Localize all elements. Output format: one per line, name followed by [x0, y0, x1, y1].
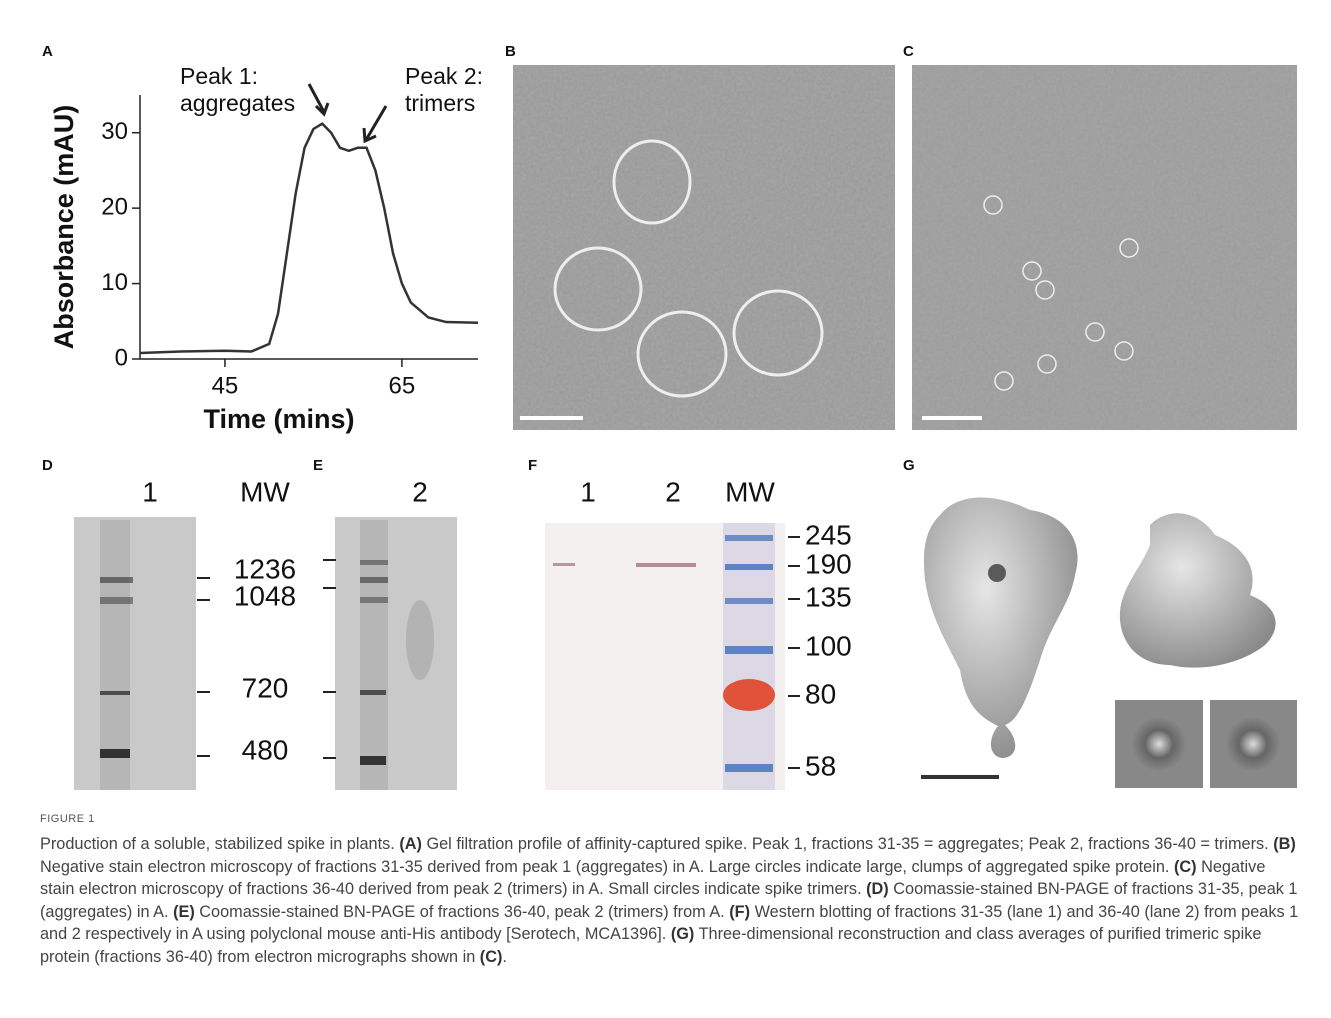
- em-texture: [912, 65, 1297, 430]
- y-tick-label: 10: [101, 269, 128, 296]
- em-texture: [513, 65, 895, 430]
- marker-label: 245: [805, 519, 852, 550]
- class-average-particle: [1131, 716, 1187, 772]
- y-tick-label: 30: [101, 118, 128, 145]
- lane-label: 2: [665, 476, 681, 507]
- panel-label: B: [505, 43, 516, 60]
- marker-label: 80: [805, 678, 836, 709]
- marker-label: 190: [805, 548, 852, 579]
- gel-d: [74, 517, 196, 790]
- figure: A B C D E F G 0 10 20 30 45 65 Time (mins) Absorbance …: [0, 0, 1331, 805]
- caption-text: .: [502, 948, 507, 966]
- figure-label: FIGURE 1: [40, 813, 95, 825]
- gel-bands: [100, 520, 133, 790]
- panel-label: C: [903, 43, 914, 60]
- caption-key: (E): [173, 903, 195, 921]
- y-axis-label: Absorbance (mAU): [49, 105, 79, 350]
- panel-label: E: [313, 457, 323, 474]
- x-tick-label: 45: [212, 372, 239, 399]
- gel-e: [335, 517, 457, 790]
- panel-label: F: [528, 457, 537, 474]
- page: A B C D E F G 0 10 20 30 45 65 Time (mins) Absorbance …: [0, 0, 1331, 1018]
- caption-key: (C): [1174, 858, 1197, 876]
- mw-header: MW: [725, 476, 775, 507]
- caption-key: (G): [671, 925, 695, 943]
- caption-text: Negative stain electron microscopy of fr…: [40, 858, 1169, 876]
- annotation: Peak 2:: [405, 63, 483, 89]
- marker-label: 58: [805, 750, 836, 781]
- marker-label: 720: [242, 672, 289, 703]
- reconstruction-2: [1120, 513, 1276, 667]
- caption: Production of a soluble, stabilized spik…: [40, 833, 1302, 969]
- panel-label: G: [903, 457, 915, 474]
- annotation: trimers: [405, 90, 475, 116]
- marker-label: 100: [805, 630, 852, 661]
- caption-text: Coomassie-stained BN-PAGE of fractions 3…: [199, 903, 724, 921]
- lane-label: 1: [580, 476, 596, 507]
- marker-label: 480: [242, 734, 289, 765]
- lane-label: 1: [142, 476, 158, 507]
- mw-header: MW: [240, 476, 290, 507]
- x-axis-label: Time (mins): [203, 404, 354, 434]
- line: [140, 124, 478, 353]
- y-tick-label: 20: [101, 193, 128, 220]
- caption-text: Gel filtration profile of affinity-captu…: [426, 835, 1268, 853]
- caption-intro: Production of a soluble, stabilized spik…: [40, 835, 395, 853]
- y-tick-label: 0: [115, 344, 128, 371]
- caption-key: (D): [866, 880, 889, 898]
- reconstruction: [924, 498, 1078, 759]
- caption-key: (F): [729, 903, 750, 921]
- lane-label: 2: [412, 476, 428, 507]
- marker-label: 135: [805, 581, 852, 612]
- caption-key: (B): [1273, 835, 1296, 853]
- caption-key: (A): [399, 835, 422, 853]
- panel-label: A: [42, 43, 53, 60]
- arrow: [309, 84, 328, 114]
- marker-label: 1048: [234, 580, 296, 611]
- caption-key: (C): [480, 948, 503, 966]
- reconstruction-hole: [988, 564, 1006, 582]
- panel-label: D: [42, 457, 53, 474]
- annotation: Peak 1:: [180, 63, 258, 89]
- x-tick-label: 65: [389, 372, 416, 399]
- annotation: aggregates: [180, 90, 295, 116]
- arrow: [364, 106, 386, 141]
- class-average-particle: [1225, 716, 1281, 772]
